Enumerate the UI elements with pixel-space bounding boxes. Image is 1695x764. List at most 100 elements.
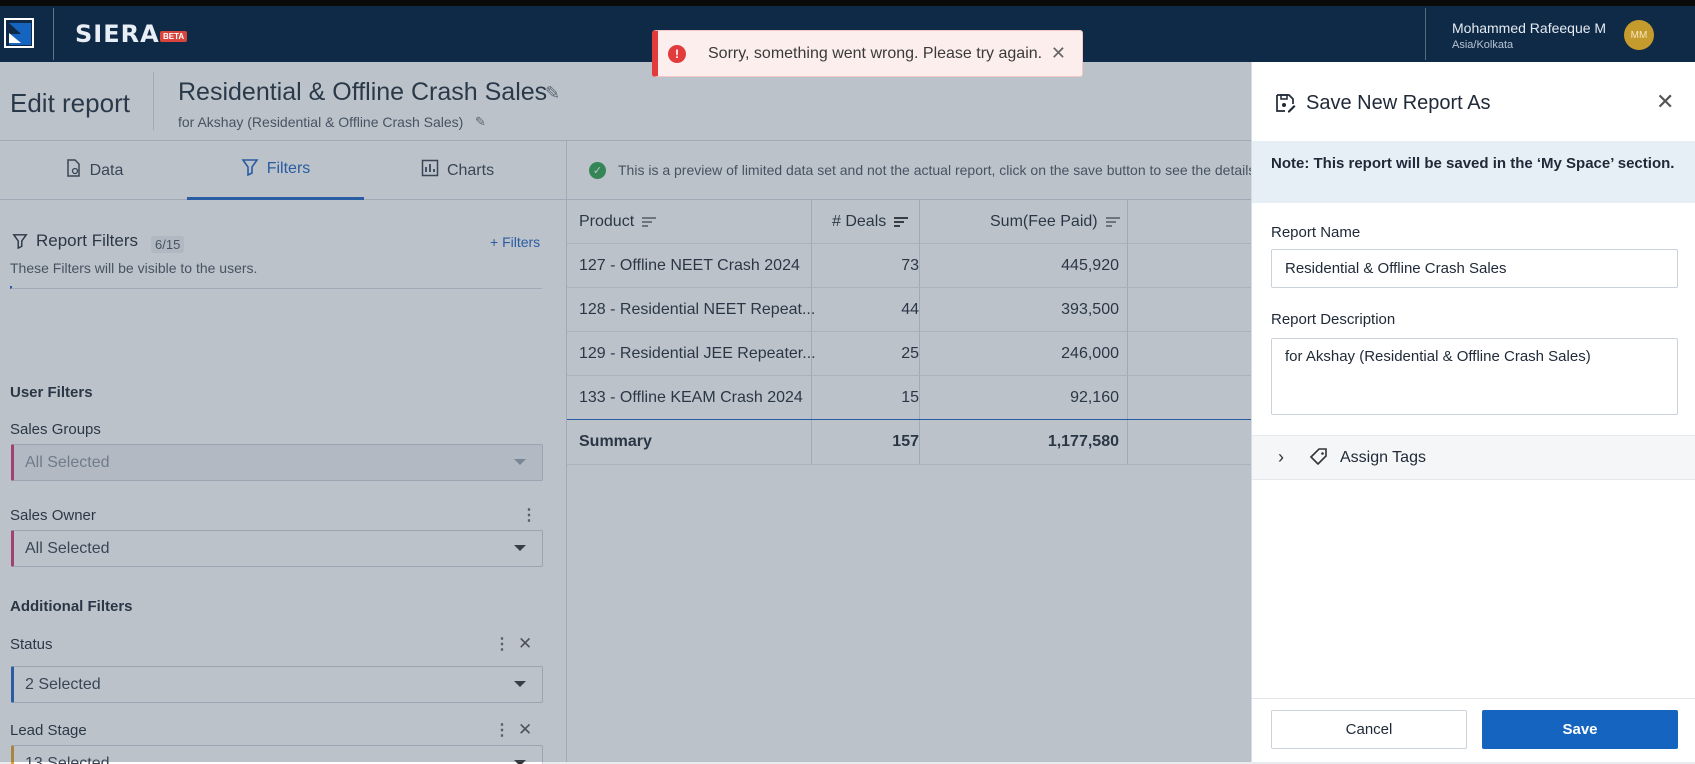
summary-deals: 157 (892, 433, 919, 450)
tab-filters-label: Filters (266, 160, 311, 177)
filters-panel: Data Filters Charts Report Filters 6/15 … (0, 141, 567, 764)
beta-badge: BETA (160, 31, 188, 42)
sort-icon (1105, 215, 1120, 229)
cancel-button[interactable]: Cancel (1271, 710, 1467, 749)
drawer-footer: Cancel Save (1252, 698, 1695, 762)
filter-icon (241, 158, 259, 181)
error-icon: ! (668, 44, 686, 63)
save-button[interactable]: Save (1482, 710, 1678, 749)
sort-icon (642, 215, 657, 229)
report-description-input[interactable]: for Akshay (Residential & Offline Crash … (1271, 338, 1678, 415)
product-cell: 129 - Residential JEE Repeater... (579, 345, 816, 362)
filter-label: Status (10, 636, 53, 653)
top-strip (0, 0, 1695, 6)
fee-paid-cell: 445,920 (1061, 257, 1119, 274)
filter-label: Sales Groups (10, 421, 101, 438)
more-options-icon[interactable]: ⋮ (494, 636, 510, 653)
fee-paid-cell: 246,000 (1061, 345, 1119, 362)
tab-bar: Data Filters Charts (0, 141, 567, 200)
summary-row: Summary 157 1,177,580 (567, 420, 1251, 465)
table-row[interactable]: 129 - Residential JEE Repeater... 25 246… (567, 332, 1251, 376)
chevron-down-icon (514, 459, 526, 465)
column-header-deals[interactable]: # Deals (832, 200, 909, 244)
fee-paid-cell: 393,500 (1061, 301, 1119, 318)
report-name-input[interactable] (1271, 249, 1678, 288)
page-title: Edit report (10, 88, 130, 118)
title-divider (153, 72, 154, 130)
sort-icon (894, 215, 909, 229)
deals-cell: 25 (901, 345, 919, 362)
tag-icon (1309, 447, 1329, 472)
brand-name[interactable]: SIERA (75, 20, 160, 48)
additional-filters-heading: Additional Filters (10, 598, 133, 615)
chevron-down-icon (514, 681, 526, 687)
sales-owner-dropdown[interactable]: All Selected (11, 530, 543, 567)
report-filters-description: These Filters will be visible to the use… (10, 260, 258, 276)
summary-fee-paid: 1,177,580 (1047, 433, 1119, 450)
more-options-icon[interactable]: ⋮ (494, 722, 510, 739)
chevron-down-icon (514, 760, 526, 764)
chevron-down-icon (514, 545, 526, 551)
table-row[interactable]: 127 - Offline NEET Crash 2024 73 445,920 (567, 244, 1251, 288)
tab-data-label: Data (89, 161, 124, 179)
report-filters-title: Report Filters (36, 231, 139, 250)
add-filters-link[interactable]: + Filters (490, 234, 541, 250)
save-report-drawer: Save New Report As ✕ Note: This report w… (1251, 62, 1695, 762)
close-icon[interactable]: ✕ (1050, 43, 1066, 63)
filter-label: Lead Stage (10, 722, 87, 739)
column-header-fee-paid[interactable]: Sum(Fee Paid) (990, 200, 1120, 244)
error-toast: ! Sorry, something went wrong. Please tr… (652, 30, 1083, 77)
table-row[interactable]: 133 - Offline KEAM Crash 2024 15 92,160 (567, 376, 1251, 420)
chart-icon (421, 159, 439, 182)
report-title: Residential & Offline Crash Sales (178, 78, 548, 106)
preview-banner: ✓ This is a preview of limited data set … (567, 141, 1251, 200)
table-row[interactable]: 128 - Residential NEET Repeat... 44 393,… (567, 288, 1251, 332)
drawer-title: Save New Report As (1306, 92, 1491, 114)
column-header-product[interactable]: Product (579, 200, 657, 244)
user-timezone: Asia/Kolkata (1452, 39, 1514, 51)
more-options-icon[interactable]: ⋮ (521, 507, 537, 524)
edit-subtitle-icon[interactable]: ✎ (475, 114, 486, 129)
check-circle-icon: ✓ (589, 161, 606, 179)
edit-title-icon[interactable]: ✎ (545, 83, 561, 103)
status-dropdown[interactable]: 2 Selected (11, 666, 543, 703)
close-icon[interactable]: ✕ (1656, 89, 1675, 114)
filters-count-badge: 6/15 (151, 236, 185, 253)
dropdown-value: 2 Selected (25, 675, 101, 693)
product-cell: 127 - Offline NEET Crash 2024 (579, 257, 800, 274)
tab-charts-label: Charts (446, 161, 495, 179)
save-note: Note: This report will be saved in the ‘… (1252, 141, 1695, 203)
avatar[interactable]: MM (1624, 20, 1654, 50)
assign-tags-section[interactable]: › Assign Tags (1252, 435, 1695, 480)
chevron-right-icon[interactable]: › (1278, 447, 1284, 467)
deals-cell: 15 (901, 389, 919, 406)
save-icon (1274, 92, 1296, 119)
tab-filters[interactable]: Filters (187, 141, 364, 200)
logo-icon[interactable] (4, 18, 34, 48)
toast-message: Sorry, something went wrong. Please try … (708, 44, 1043, 62)
deals-cell: 44 (901, 301, 919, 318)
product-cell: 128 - Residential NEET Repeat... (579, 301, 816, 318)
report-description-label: Report Description (1271, 311, 1396, 328)
remove-filter-icon[interactable]: ✕ (518, 634, 533, 653)
user-divider (1425, 8, 1426, 60)
product-cell: 133 - Offline KEAM Crash 2024 (579, 389, 803, 406)
tab-charts[interactable]: Charts (364, 141, 551, 200)
fee-paid-cell: 92,160 (1070, 389, 1119, 406)
table-header-row: Product # Deals Sum(Fee Paid) (567, 200, 1251, 244)
data-icon (64, 159, 82, 182)
deals-cell: 73 (901, 257, 919, 274)
lead-stage-dropdown[interactable]: 13 Selected (11, 745, 543, 764)
user-name[interactable]: Mohammed Rafeeque M (1452, 20, 1607, 36)
tab-data[interactable]: Data (0, 141, 187, 200)
report-name-label: Report Name (1271, 224, 1361, 241)
preview-panel: ✓ This is a preview of limited data set … (567, 141, 1251, 762)
dropdown-value: All Selected (25, 539, 110, 557)
user-filters-heading: User Filters (10, 384, 93, 401)
filters-scrollbar[interactable] (10, 286, 542, 289)
remove-filter-icon[interactable]: ✕ (518, 720, 533, 739)
dropdown-value: 13 Selected (25, 754, 110, 764)
modal-overlay[interactable] (0, 62, 1251, 762)
sales-groups-dropdown[interactable]: All Selected (11, 444, 543, 481)
dropdown-value: All Selected (25, 453, 110, 471)
